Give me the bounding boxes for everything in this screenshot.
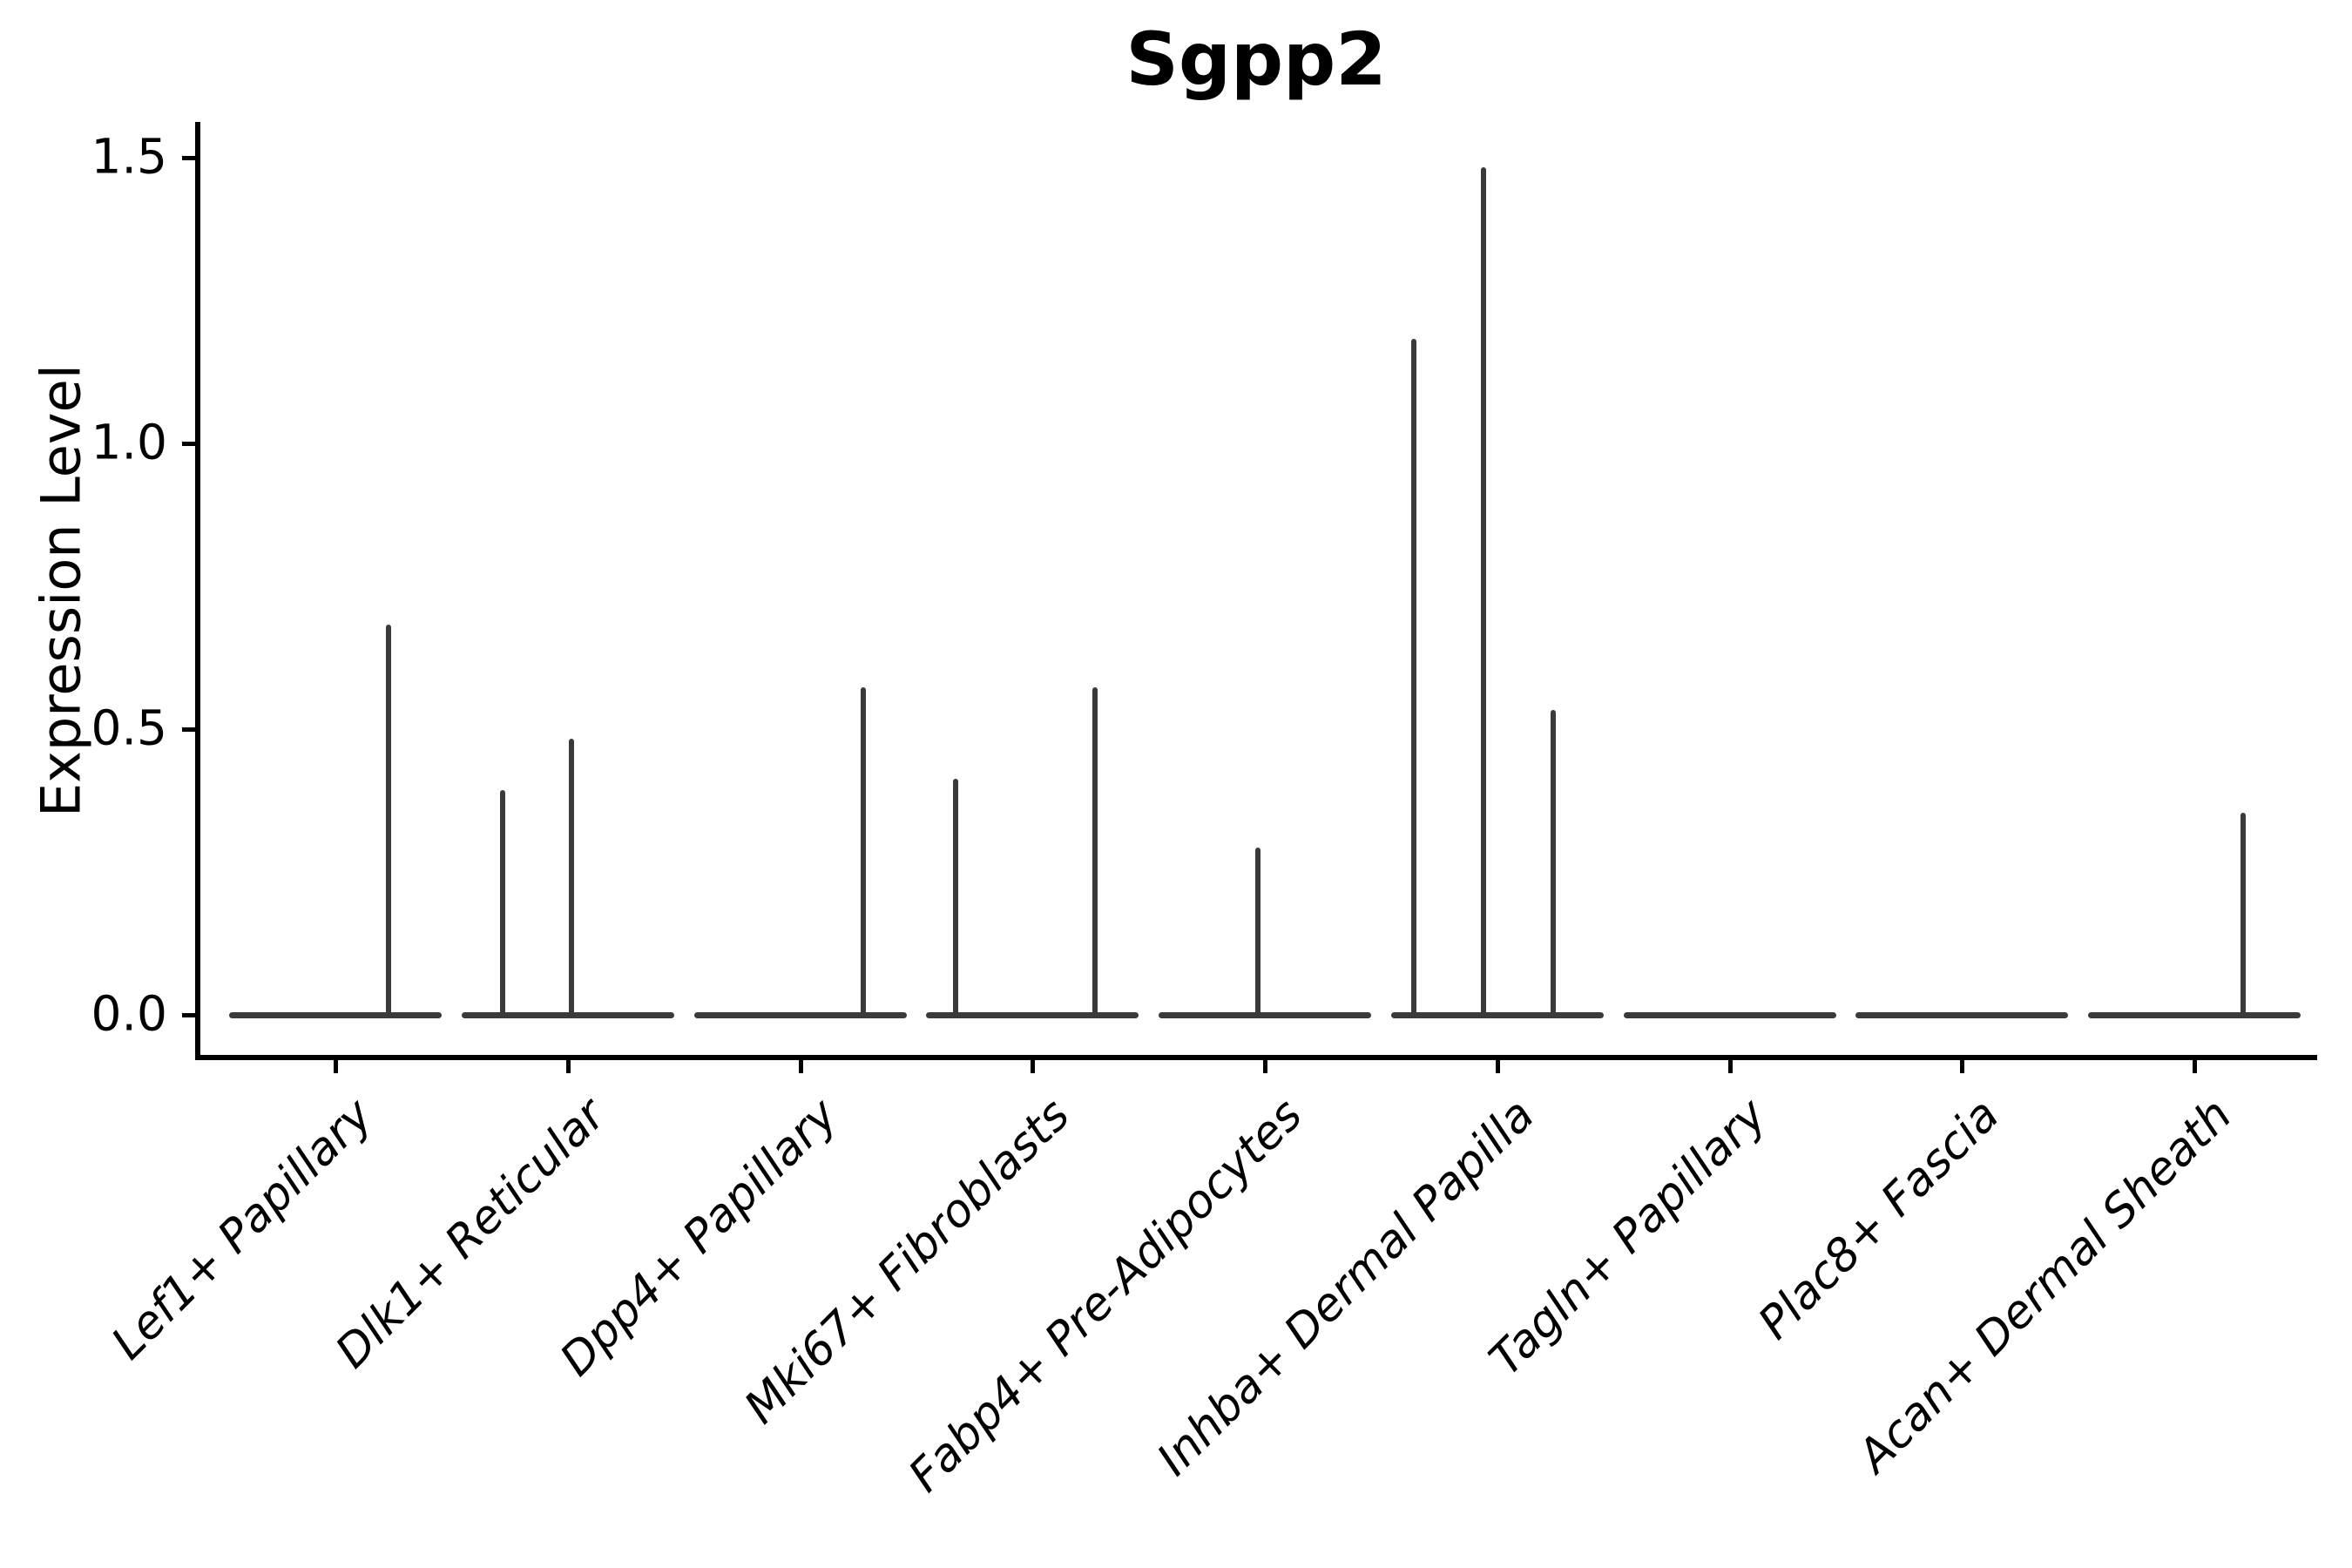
y-tick-mark bbox=[182, 442, 195, 446]
chart-title: Sgpp2 bbox=[1125, 17, 1387, 102]
y-axis-label: Expression Level bbox=[29, 364, 93, 817]
x-tick-mark bbox=[1263, 1060, 1267, 1073]
x-tick-mark bbox=[565, 1060, 571, 1073]
violin-spike bbox=[1410, 338, 1416, 1017]
violin-spike bbox=[568, 739, 574, 1017]
violin-baseline bbox=[461, 1012, 674, 1018]
y-tick-label: 0.5 bbox=[91, 700, 167, 756]
x-tick-mark bbox=[798, 1060, 803, 1073]
y-tick-mark bbox=[182, 156, 195, 160]
x-tick-mark bbox=[1960, 1060, 1965, 1073]
y-tick-label: 1.0 bbox=[91, 414, 167, 470]
violin-spike bbox=[2240, 813, 2247, 1017]
violin-baseline bbox=[1159, 1012, 1371, 1018]
violin-spike bbox=[1092, 687, 1098, 1017]
violin-baseline bbox=[1855, 1012, 2069, 1018]
violin-spike bbox=[1550, 710, 1556, 1017]
x-axis-spine bbox=[195, 1055, 2317, 1060]
violin-baseline bbox=[2088, 1012, 2301, 1018]
violin-baseline bbox=[1390, 1012, 1604, 1018]
violin-baseline bbox=[229, 1012, 442, 1018]
violin-spike bbox=[386, 624, 392, 1017]
y-tick-label: 0.0 bbox=[91, 985, 167, 1042]
violin-spike bbox=[953, 779, 959, 1017]
x-tick-label: Inhba+ Dermal Papilla bbox=[1147, 1089, 1545, 1486]
violin-baseline bbox=[1623, 1012, 1836, 1018]
y-tick-mark bbox=[182, 1013, 195, 1017]
x-tick-mark bbox=[1031, 1060, 1036, 1073]
violin-spike bbox=[1254, 847, 1260, 1017]
x-tick-mark bbox=[2193, 1060, 2197, 1073]
y-axis-spine bbox=[195, 122, 200, 1060]
x-tick-label: Plac8+ Fascia bbox=[1748, 1089, 2010, 1350]
violin-baseline bbox=[693, 1012, 907, 1018]
x-tick-label: Acan+ Dermal Sheath bbox=[1848, 1089, 2242, 1483]
y-tick-label: 1.5 bbox=[91, 128, 167, 185]
violin-spike bbox=[860, 687, 866, 1017]
violin-baseline bbox=[926, 1012, 1139, 1018]
x-tick-mark bbox=[334, 1060, 338, 1073]
violin-spike bbox=[500, 790, 506, 1017]
violin-spike bbox=[1480, 167, 1486, 1017]
x-tick-mark bbox=[1727, 1060, 1733, 1073]
x-tick-mark bbox=[1495, 1060, 1500, 1073]
x-tick-label: Fabp4+ Pre-Adipocytes bbox=[898, 1089, 1313, 1503]
y-tick-mark bbox=[182, 727, 195, 732]
